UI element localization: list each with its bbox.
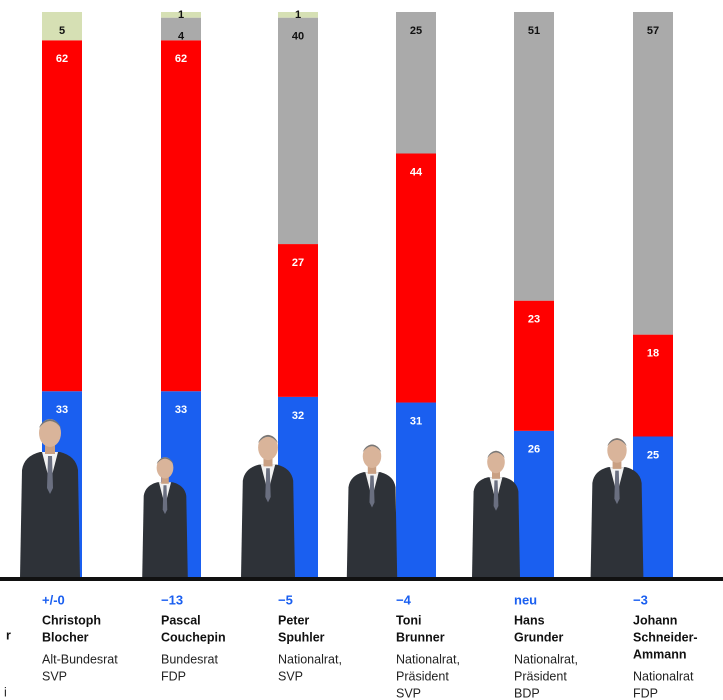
bar-segment [633, 12, 673, 335]
candidate-role: SVP [42, 669, 67, 683]
change-label: neu [514, 592, 537, 607]
bar-segment [514, 430, 554, 578]
candidate-role: Bundesrat [161, 652, 219, 666]
value-labels: 33 62 5 33 62 4 1 32 27 40 1 31 44 25 26 23 51 25 18 57 [56, 9, 659, 462]
value-label: 27 [292, 257, 304, 269]
value-label: 1 [295, 9, 301, 21]
candidate-name: Couchepin [161, 630, 226, 644]
bar-segment [161, 17, 201, 41]
margin-text: r [6, 628, 11, 642]
bar-segment [161, 40, 201, 392]
change-label: −13 [161, 592, 183, 607]
candidate-name: Ammann [633, 647, 686, 661]
candidate-name: Johann [633, 613, 677, 627]
candidate-role: Präsident [514, 669, 567, 683]
candidate-role: FDP [633, 686, 658, 700]
candidate-role: SVP [278, 669, 303, 683]
bar-segment [514, 12, 554, 301]
candidate-name: Hans [514, 613, 545, 627]
candidate-role: FDP [161, 669, 186, 683]
candidate-name: Peter [278, 613, 309, 627]
value-label: 18 [647, 348, 659, 360]
value-label: 25 [410, 25, 422, 37]
value-label: 44 [410, 166, 423, 178]
bar-segment [633, 334, 673, 437]
change-label: −5 [278, 592, 293, 607]
value-label: 5 [59, 25, 65, 37]
candidate-name: Blocher [42, 630, 89, 644]
value-label: 26 [528, 444, 540, 456]
candidate-role: BDP [514, 686, 540, 700]
value-label: 33 [56, 404, 68, 416]
value-label: 33 [175, 404, 187, 416]
value-label: 51 [528, 25, 540, 37]
value-label: 40 [292, 31, 304, 43]
value-label: 32 [292, 410, 304, 422]
bar-segment [42, 40, 82, 392]
photo [472, 450, 520, 578]
bar-segment [396, 153, 436, 403]
bar-segment [42, 12, 82, 41]
candidate-role: Nationalrat, [278, 652, 342, 666]
baseline [0, 577, 723, 581]
margin-text: i [4, 685, 7, 699]
value-label: 25 [647, 449, 659, 461]
bar-segment [161, 12, 201, 18]
candidate-name: Christoph [42, 613, 101, 627]
candidate-name: Brunner [396, 630, 445, 644]
candidate-name: Spuhler [278, 630, 325, 644]
change-label: +/-0 [42, 592, 65, 607]
value-label: 62 [175, 53, 187, 65]
value-label: 31 [410, 415, 422, 427]
bars [42, 12, 673, 578]
bar-segment [396, 402, 436, 578]
bar-segment [396, 12, 436, 154]
value-label: 1 [178, 9, 184, 21]
candidate-role: SVP [396, 686, 421, 700]
candidate-role: Nationalrat, [396, 652, 460, 666]
bar-segment [278, 244, 318, 397]
change-label: −4 [396, 592, 412, 607]
bar-segment [514, 300, 554, 431]
value-label: 62 [56, 53, 68, 65]
candidate-role: Präsident [396, 669, 449, 683]
candidate-name: Schneider- [633, 630, 698, 644]
value-label: 23 [528, 314, 540, 326]
candidate-role: Nationalrat [633, 669, 694, 683]
candidate-name: Grunder [514, 630, 563, 644]
candidate-name: Toni [396, 613, 421, 627]
candidate-name: Pascal [161, 613, 201, 627]
value-label: 57 [647, 25, 659, 37]
value-label: 4 [178, 31, 185, 43]
candidate-role: Alt-Bundesrat [42, 652, 118, 666]
bar-segment [278, 17, 318, 245]
change-label: −3 [633, 592, 648, 607]
candidate-role: Nationalrat, [514, 652, 578, 666]
candidate-labels: +/-0 Christoph Blocher Alt-Bundesrat SVP −13 P… [42, 592, 698, 700]
bar-segment [278, 12, 318, 18]
photo [346, 444, 398, 578]
